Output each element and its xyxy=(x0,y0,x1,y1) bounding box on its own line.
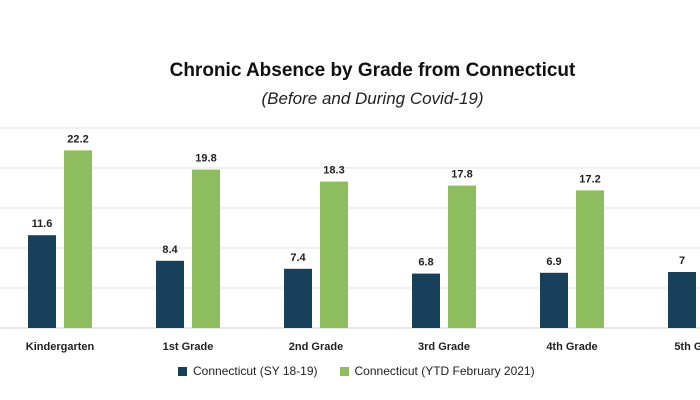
data-label: 22.2 xyxy=(67,133,88,145)
chart-title: Chronic Absence by Grade from Connecticu… xyxy=(169,60,576,81)
data-label: 6.9 xyxy=(546,256,561,268)
bar-sy1819 xyxy=(412,273,440,328)
x-tick-label: 5th Grade xyxy=(674,341,700,353)
bar-sy1819 xyxy=(28,235,56,328)
bar-ytd2021 xyxy=(64,150,92,328)
data-label: 18.3 xyxy=(323,165,344,177)
legend-item-sy1819: Connecticut (SY 18-19) xyxy=(178,364,318,378)
data-label: 19.8 xyxy=(195,153,216,165)
x-tick-label: 4th Grade xyxy=(546,341,597,353)
bar-sy1819 xyxy=(284,268,312,328)
bar-sy1819 xyxy=(540,272,568,328)
bar-sy1819 xyxy=(156,260,184,328)
legend-swatch-ytd2021 xyxy=(339,366,349,376)
bar-ytd2021 xyxy=(192,169,220,328)
chart-subtitle: (Before and During Covid-19) xyxy=(261,89,484,108)
legend-label-ytd2021: Connecticut (YTD February 2021) xyxy=(354,364,535,378)
data-label: 17.2 xyxy=(579,173,600,185)
x-tick-label: 2nd Grade xyxy=(289,341,343,353)
bar-ytd2021 xyxy=(576,190,604,328)
x-tick-label: Kindergarten xyxy=(26,341,95,353)
legend-item-ytd2021: Connecticut (YTD February 2021) xyxy=(339,364,535,378)
legend-swatch-sy1819 xyxy=(178,366,187,376)
legend-label-sy1819: Connecticut (SY 18-19) xyxy=(193,364,318,378)
data-label: 17.8 xyxy=(451,169,472,181)
data-label: 6.8 xyxy=(418,257,433,269)
x-tick-label: 3rd Grade xyxy=(418,341,470,353)
bar-ytd2021 xyxy=(320,181,348,328)
chart-legend: Connecticut (SY 18-19) Connecticut (YTD … xyxy=(178,364,535,378)
data-label: 11.6 xyxy=(32,218,53,230)
data-label: 8.4 xyxy=(162,244,178,256)
data-label: 7.4 xyxy=(290,252,306,264)
x-tick-label: 1st Grade xyxy=(163,341,214,353)
bar-ytd2021 xyxy=(448,185,476,328)
data-label: 7 xyxy=(679,255,685,267)
bar-sy1819 xyxy=(668,272,696,328)
